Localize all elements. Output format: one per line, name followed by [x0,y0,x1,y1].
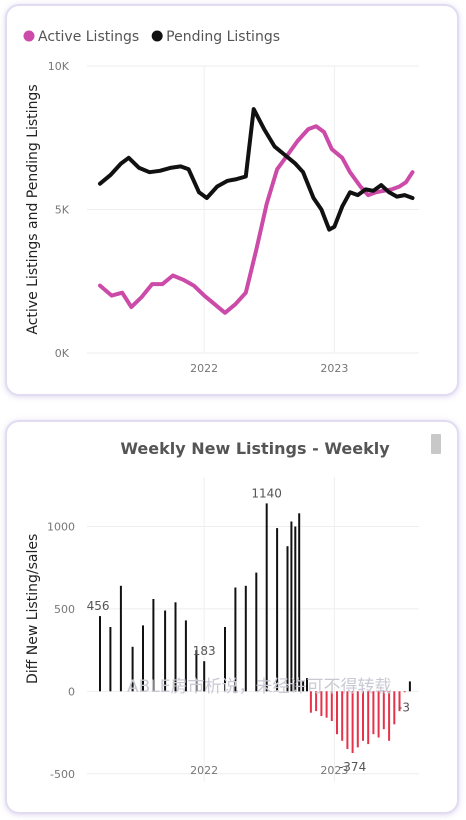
bar-10 [203,661,206,692]
weekly-new-listings-bar-chart: Weekly New Listings - Weekly -500 0 500 1000… [25,439,419,782]
y-tick-label-1: 5K [55,204,70,217]
y-tick-label-2: 500 [54,603,75,616]
bar-37 [382,691,385,730]
active-pending-chart-card: Active Listings Pending Listings 0K 5K 10K 20… [5,4,459,396]
bar-34 [367,691,370,745]
data-label-3: -374 [339,760,366,774]
bar-32 [356,691,359,748]
data-label-0: 456 [87,599,110,613]
y-tick-label-2: 10K [48,60,70,73]
bar-0 [99,616,101,692]
y-tick-label-3: 1000 [47,520,75,533]
bar-19 [294,526,297,692]
weekly-new-listings-chart-card: Weekly New Listings - Weekly -500 0 500 1000… [5,420,459,814]
bar-27 [330,691,333,721]
bar-2 [119,585,122,692]
bar-18 [290,521,293,692]
bar-25 [320,691,323,716]
bar-23 [309,691,312,713]
y-tick-label-0: 0K [55,347,70,360]
legend-label-0: Active Listings [38,29,139,45]
y-tick-label-1: 0 [68,685,75,698]
bar-5 [152,599,155,692]
x-tick-label-1: 2023 [320,362,348,375]
legend-marker-0 [23,30,35,42]
scroll-handle[interactable] [431,434,441,454]
bar-15 [265,503,268,692]
legend-label-1: Pending Listings [166,29,280,45]
x-tick-label-1: 2023 [320,764,348,777]
bar-29 [341,691,344,741]
y-axis-label: Active Listings and Pending Listings [25,84,41,334]
x-tick-label-0: 2022 [190,362,218,375]
active-pending-line-chart: Active Listings Pending Listings 0K 5K 10K 20… [23,29,419,375]
bar-21 [302,681,305,692]
bar-40 [398,691,401,712]
bar-7 [174,602,177,692]
bar-22 [306,678,308,692]
bar-24 [315,691,318,712]
bar-39 [393,691,396,725]
data-label-2: 1140 [251,486,282,500]
bar-6 [164,610,167,692]
y-tick-label-0: -500 [50,768,75,781]
bar-8 [184,620,187,692]
bar-30 [346,691,349,749]
y-axis-label: Diff New Listing/sales [25,534,41,684]
bar-3 [131,646,134,692]
bar-38 [388,691,391,741]
bar-14 [255,572,258,692]
bar-41 [403,691,406,693]
bar-13 [244,585,247,692]
bar-33 [362,691,364,741]
bar-20 [298,513,301,692]
bar-31 [351,691,354,753]
bar-11 [224,627,226,692]
series-line-active-listings [98,124,415,315]
bar-35 [372,691,375,735]
legend-marker-1 [151,30,163,42]
bar-1 [109,627,112,692]
bar-26 [325,691,328,718]
bar-12 [234,587,237,692]
data-label-1: 183 [193,644,216,658]
bar-42 [408,681,411,692]
bar-36 [377,691,380,738]
series-line-pending-listings [98,107,415,232]
bar-9 [195,650,198,692]
watermark-text: ABLE房市析说，未经许可不得转载 [127,677,392,697]
bar-4 [142,625,144,692]
data-label-4: -3 [398,700,410,714]
chart-title: Weekly New Listings - Weekly [120,439,390,458]
x-tick-label-0: 2022 [190,764,218,777]
bar-16 [276,528,279,692]
bar-17 [286,546,289,692]
bar-28 [336,691,338,735]
